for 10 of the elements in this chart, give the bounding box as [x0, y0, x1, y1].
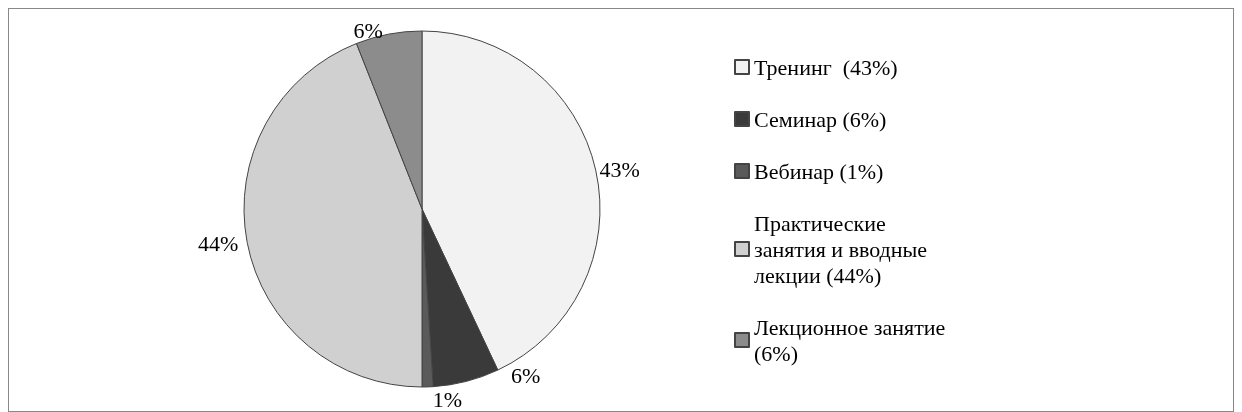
legend-label: Лекционное занятие (6%): [754, 314, 951, 366]
data-label: 43%: [599, 156, 640, 182]
data-label: 6%: [511, 362, 541, 388]
data-label: 44%: [197, 230, 239, 256]
legend-label: Практические занятия и вводные лекции (44%): [754, 210, 933, 288]
data-label: 1%: [432, 386, 463, 412]
legend-label: Семинар (6%): [754, 106, 887, 132]
legend-label: Тренинг (43%): [754, 54, 898, 80]
legend-label: Вебинар (1%): [754, 158, 884, 184]
data-label: 6%: [353, 17, 383, 43]
